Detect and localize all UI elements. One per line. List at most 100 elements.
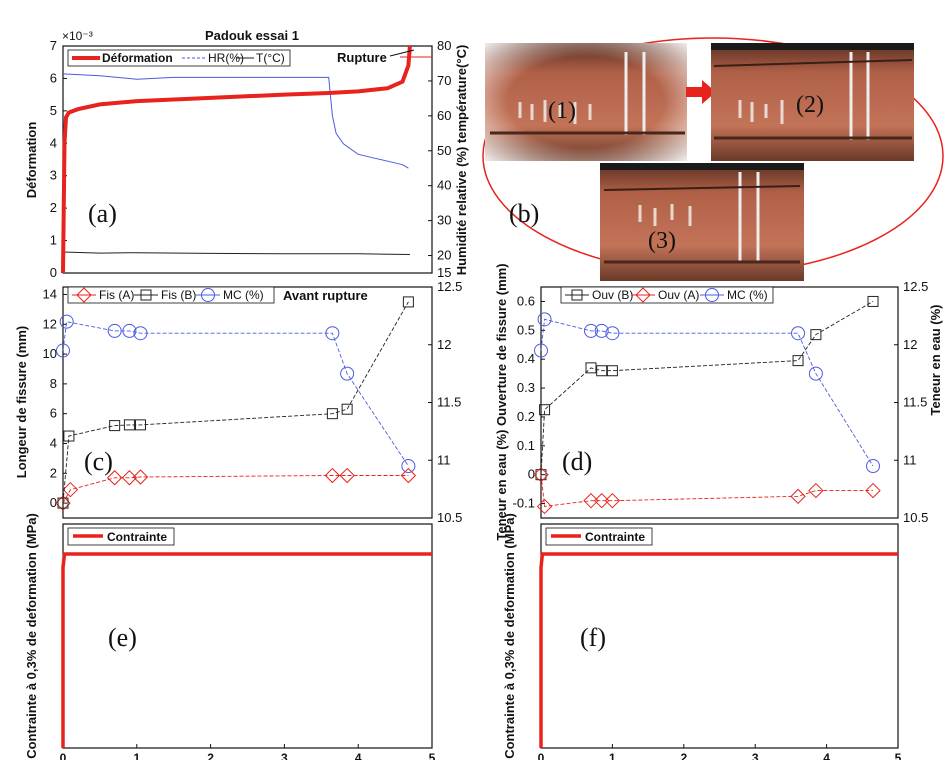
square-marker xyxy=(596,365,608,377)
y-right-tick-label: 12.5 xyxy=(437,279,462,294)
series-line-hr xyxy=(62,73,409,169)
circle-marker xyxy=(325,326,340,341)
x-tick-label: 4 xyxy=(355,751,362,760)
diamond-marker xyxy=(339,467,355,484)
panel-label-f: (f) xyxy=(580,623,606,652)
legend-label: MC (%) xyxy=(223,288,264,302)
x-tick-label: 3 xyxy=(752,751,759,760)
series-line-mc xyxy=(62,321,409,467)
panel-label-d: (d) xyxy=(562,447,592,476)
panel-label-c: (c) xyxy=(84,447,113,476)
y-right-tick-label: 80 xyxy=(437,38,451,53)
series-line-ouva xyxy=(540,474,873,507)
series-line-tc xyxy=(62,251,410,255)
y-tick-label: 2 xyxy=(50,200,57,215)
arrow-right-icon xyxy=(686,80,716,104)
diamond-marker xyxy=(400,467,417,484)
y-right-tick-label: 60 xyxy=(437,108,451,123)
circle-marker xyxy=(534,343,548,358)
y-tick-label: 0 xyxy=(528,467,535,482)
y-right-tick-label: 20 xyxy=(437,248,451,263)
y-tick-label: 0.3 xyxy=(517,380,535,395)
circle-marker xyxy=(583,323,598,338)
x-tick-label: 1 xyxy=(609,751,616,760)
annotation-avant-rupture: Avant rupture xyxy=(283,288,368,303)
y-axis-label: Déformation xyxy=(24,122,39,199)
chart-a: 0 1 2 3 4 5 6 7 15 20 30 40 50 60 70 80 Padouk essai 1 ×1… xyxy=(24,28,469,280)
legend-box xyxy=(545,527,653,546)
y-tick-label: 5 xyxy=(50,103,57,118)
legend-box xyxy=(67,49,291,67)
legend-label-contrainte: Contrainte xyxy=(585,530,645,544)
legend-box xyxy=(560,286,774,304)
chart-title: Padouk essai 1 xyxy=(205,28,299,43)
photo-label-1: (1) xyxy=(548,98,576,124)
annotation-rupture: Rupture xyxy=(337,50,387,65)
square-marker xyxy=(140,289,152,301)
y-tick-label: 0 xyxy=(50,265,57,280)
x-tick-label: 3 xyxy=(281,751,288,760)
series-line-ouvb xyxy=(540,301,874,475)
y-tick-label: 4 xyxy=(50,435,57,450)
annotation-arrow xyxy=(389,49,415,57)
y-right-tick-label: 11.5 xyxy=(437,395,461,410)
square-marker xyxy=(810,329,822,341)
legend: Contrainte xyxy=(545,527,653,546)
diamond-marker xyxy=(593,492,610,509)
y-right-tick-label: 30 xyxy=(437,213,451,228)
legend-box xyxy=(67,527,175,546)
panel-label-e: (e) xyxy=(108,623,137,652)
circle-marker xyxy=(56,343,70,358)
x-tick-label: 2 xyxy=(207,751,214,760)
y-right-tick-label: 11 xyxy=(903,452,917,467)
circle-marker xyxy=(340,366,355,381)
diamond-marker xyxy=(533,466,549,483)
square-marker xyxy=(109,420,121,432)
square-marker xyxy=(606,365,618,377)
x-tick-label: 0 xyxy=(60,751,67,760)
y-tick-label: 0.4 xyxy=(517,351,535,366)
y-tick-label: -0.1 xyxy=(513,496,535,511)
square-marker xyxy=(535,469,547,481)
square-marker xyxy=(585,362,597,374)
diamond-marker xyxy=(106,470,123,486)
legend-label-contrainte: Contrainte xyxy=(107,530,167,544)
series-line-dformation xyxy=(61,45,412,274)
diamond-marker xyxy=(635,287,651,303)
square-marker xyxy=(63,430,75,442)
diamond-marker xyxy=(808,482,824,499)
x-tick-label: 0 xyxy=(538,751,545,760)
y-right-tick-label: 10.5 xyxy=(903,510,928,525)
circle-marker xyxy=(605,326,620,341)
y-tick-label: 0.2 xyxy=(517,409,535,424)
circle-marker xyxy=(808,366,823,381)
plot-frame xyxy=(540,286,899,519)
photo-3 xyxy=(600,163,804,281)
y-right-tick-label: 50 xyxy=(437,143,451,158)
series-line-fisb xyxy=(62,301,409,504)
chart-d: -0.100.10.20.30.40.50.610.51111.51212.5T… xyxy=(494,263,943,540)
y-right-axis-label: Humidité relative (%) température(°C) xyxy=(454,45,469,276)
legend-label: Fis (B) xyxy=(161,288,196,302)
square-marker xyxy=(326,408,338,420)
circle-marker xyxy=(133,326,148,341)
legend-label: MC (%) xyxy=(727,288,768,302)
circle-marker xyxy=(705,288,719,302)
legend: Contrainte xyxy=(67,527,175,546)
y-tick-label: 0.1 xyxy=(517,438,535,453)
y-tick-label: 7 xyxy=(50,38,57,53)
x-tick-label: 1 xyxy=(133,751,140,760)
circle-marker xyxy=(201,288,215,302)
legend: Ouv (B) Ouv (A) MC (%) xyxy=(560,286,774,304)
square-marker xyxy=(867,295,879,307)
square-marker xyxy=(134,419,146,431)
circle-marker xyxy=(594,323,609,338)
legend: Déformation HR(%) T(°C) xyxy=(67,49,291,67)
y-axis-label: Contrainte à 0,3% de deformation (MPa) xyxy=(502,513,517,759)
diamond-marker xyxy=(62,481,79,498)
circle-marker xyxy=(866,459,881,474)
panel-b-photos: (1) (2) xyxy=(482,37,944,281)
square-marker xyxy=(792,355,804,367)
circle-marker xyxy=(107,323,122,338)
chart-f: 012345Temps(Jours)Contrainte à 0,3% de d… xyxy=(502,513,902,760)
